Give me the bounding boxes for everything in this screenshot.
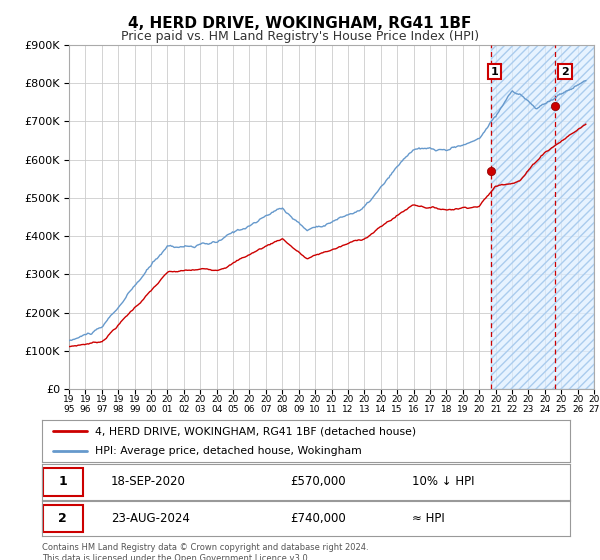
Text: ≈ HPI: ≈ HPI bbox=[412, 512, 445, 525]
Text: 4, HERD DRIVE, WOKINGHAM, RG41 1BF (detached house): 4, HERD DRIVE, WOKINGHAM, RG41 1BF (deta… bbox=[95, 426, 416, 436]
FancyBboxPatch shape bbox=[43, 505, 83, 532]
Bar bbox=[491, 45, 594, 389]
Text: 2: 2 bbox=[561, 67, 569, 77]
Text: £570,000: £570,000 bbox=[290, 475, 346, 488]
Text: 2: 2 bbox=[58, 512, 67, 525]
Text: Price paid vs. HM Land Registry's House Price Index (HPI): Price paid vs. HM Land Registry's House … bbox=[121, 30, 479, 43]
Text: £740,000: £740,000 bbox=[290, 512, 346, 525]
FancyBboxPatch shape bbox=[43, 468, 83, 496]
Text: 10% ↓ HPI: 10% ↓ HPI bbox=[412, 475, 474, 488]
Text: 4, HERD DRIVE, WOKINGHAM, RG41 1BF: 4, HERD DRIVE, WOKINGHAM, RG41 1BF bbox=[128, 16, 472, 31]
Text: HPI: Average price, detached house, Wokingham: HPI: Average price, detached house, Woki… bbox=[95, 446, 362, 456]
Text: Contains HM Land Registry data © Crown copyright and database right 2024.
This d: Contains HM Land Registry data © Crown c… bbox=[42, 543, 368, 560]
Text: 23-AUG-2024: 23-AUG-2024 bbox=[110, 512, 190, 525]
Text: 1: 1 bbox=[58, 475, 67, 488]
Bar bbox=[491, 45, 594, 389]
Text: 1: 1 bbox=[490, 67, 498, 77]
Text: 18-SEP-2020: 18-SEP-2020 bbox=[110, 475, 185, 488]
